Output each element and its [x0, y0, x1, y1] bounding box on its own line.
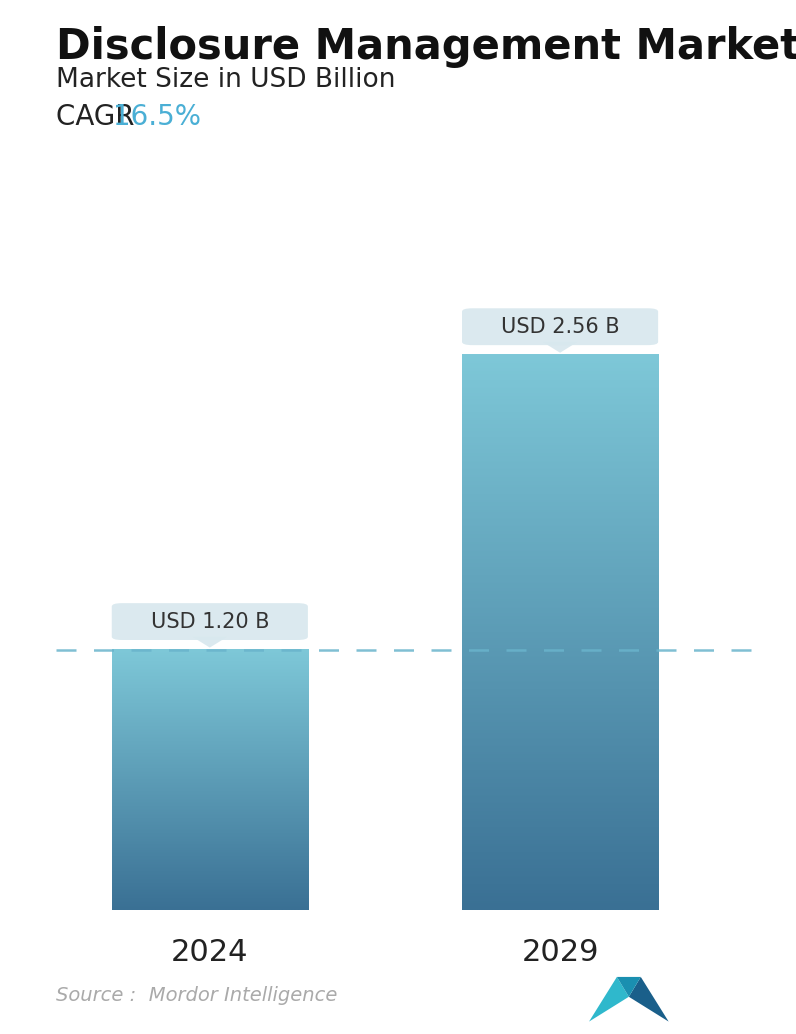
Text: USD 2.56 B: USD 2.56 B — [501, 316, 619, 337]
Polygon shape — [193, 637, 228, 647]
Text: Disclosure Management Market: Disclosure Management Market — [56, 26, 796, 68]
Text: Market Size in USD Billion: Market Size in USD Billion — [56, 67, 396, 93]
Text: 16.5%: 16.5% — [113, 103, 201, 131]
Text: USD 1.20 B: USD 1.20 B — [150, 611, 269, 632]
Text: Source :  Mordor Intelligence: Source : Mordor Intelligence — [56, 986, 337, 1005]
Text: CAGR: CAGR — [56, 103, 143, 131]
Text: 2024: 2024 — [171, 938, 248, 967]
Text: 2029: 2029 — [521, 938, 599, 967]
FancyBboxPatch shape — [462, 308, 658, 345]
Polygon shape — [543, 342, 578, 353]
FancyBboxPatch shape — [111, 603, 308, 640]
Polygon shape — [617, 977, 641, 997]
Polygon shape — [629, 977, 669, 1022]
Polygon shape — [589, 977, 629, 1022]
